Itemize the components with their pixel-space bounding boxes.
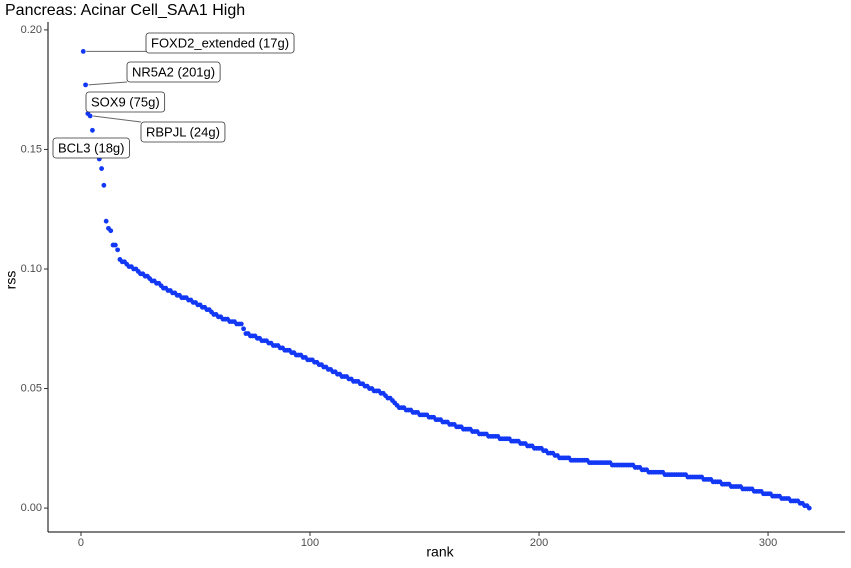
x-axis-label: rank: [426, 544, 454, 560]
x-tick-label: 100: [301, 537, 319, 549]
point: [238, 321, 244, 327]
annotation-leader: [93, 115, 142, 123]
annotation-box: [140, 121, 226, 143]
annotation-label: RBPJL (24g): [146, 124, 220, 139]
annotation-label: BCL3 (18g): [58, 140, 124, 155]
annotation-label: NR5A2 (201g): [132, 64, 215, 79]
x-tick-label: 300: [759, 537, 777, 549]
y-tick-label: 0.00: [21, 502, 42, 514]
y-tick-label: 0.10: [21, 263, 42, 275]
point: [108, 228, 114, 234]
annotation-box: [145, 32, 295, 54]
point: [806, 505, 812, 511]
annotation-box: [85, 91, 166, 113]
point: [115, 247, 121, 253]
annotation-label: FOXD2_extended (17g): [151, 35, 289, 50]
y-axis-label: rss: [3, 271, 19, 290]
y-tick-label: 0.15: [21, 143, 42, 155]
annotation-box: [126, 61, 221, 83]
annotation-label: SOX9 (75g): [91, 94, 160, 109]
chart-title: Pancreas: Acinar Cell_SAA1 High: [5, 2, 245, 19]
point: [101, 182, 107, 188]
x-tick-label: 200: [530, 537, 548, 549]
point: [90, 127, 95, 133]
x-tick-label: 0: [78, 537, 84, 549]
point: [83, 82, 88, 88]
point: [80, 49, 86, 54]
point: [99, 166, 104, 171]
point: [87, 113, 93, 119]
annotation-leader: [88, 81, 128, 86]
point: [103, 218, 109, 224]
point: [241, 326, 246, 332]
point: [112, 242, 118, 248]
y-tick-label: 0.20: [21, 24, 42, 36]
y-tick-label: 0.05: [21, 382, 42, 394]
annotation-box: [52, 137, 130, 159]
